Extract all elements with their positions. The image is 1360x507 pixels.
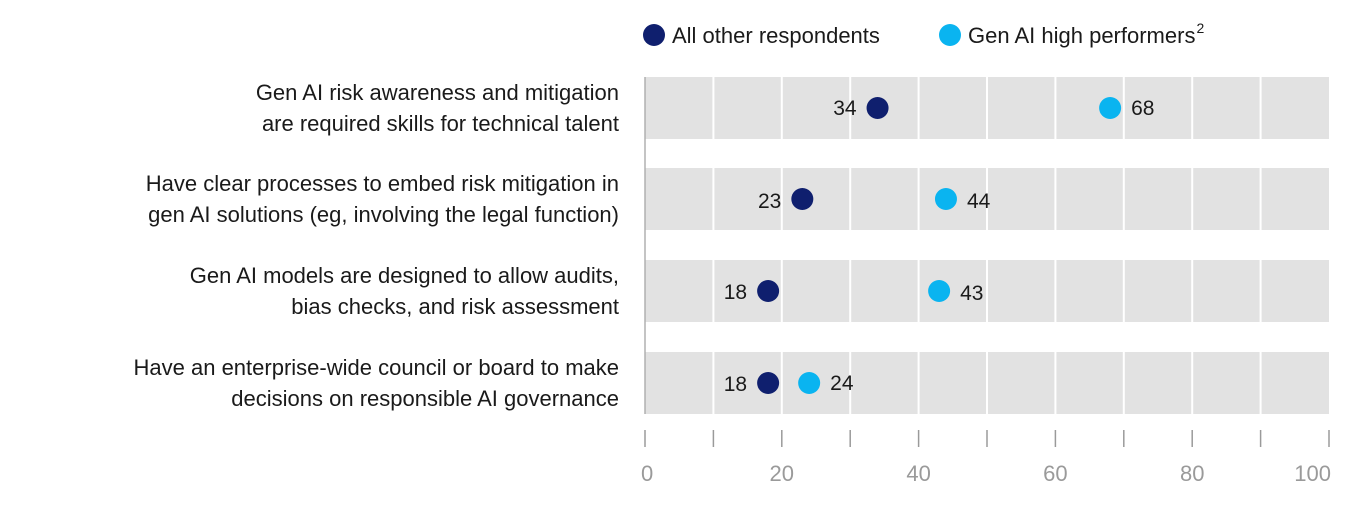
legend-marker-all-other [643,24,665,46]
value-label-high-performers: 44 [967,190,991,213]
value-label-high-performers: 68 [1131,97,1154,120]
value-label-high-performers: 43 [960,282,983,305]
value-label-all-other: 18 [724,281,747,304]
x-tick-label: 40 [906,461,930,486]
point-all-other [866,97,889,119]
legend: All other respondents Gen AI high perform… [643,20,1204,48]
point-all-other [757,280,780,302]
category-label: Have clear processes to embed risk mitig… [146,171,619,227]
legend-footnote-marker: 2 [1196,20,1204,36]
value-label-high-performers: 24 [830,372,854,395]
value-label-all-other: 34 [833,97,857,120]
x-tick-label: 0 [641,461,653,486]
plot-rows [644,77,1329,414]
point-high-performers [798,372,821,394]
value-label-all-other: 23 [758,190,781,213]
legend-label-high-performers: Gen AI high performers2 [968,20,1204,48]
category-label: Gen AI risk awareness and mitigation are … [256,80,619,136]
point-high-performers [934,188,957,210]
category-labels: Gen AI risk awareness and mitigation are … [134,80,619,411]
x-tick-label: 100 [1294,461,1331,486]
x-axis: 0 20 40 60 80 100 [641,430,1331,486]
legend-marker-high-performers [939,24,961,46]
legend-label-all-other: All other respondents [672,23,880,48]
point-all-other [791,188,814,210]
x-tick-label: 80 [1180,461,1204,486]
category-label: Gen AI models are designed to allow audi… [190,263,619,319]
category-label: Have an enterprise-wide council or board… [134,355,619,411]
value-label-all-other: 18 [724,373,747,396]
x-tick-label: 60 [1043,461,1067,486]
x-tick-label: 20 [770,461,794,486]
point-high-performers [1099,97,1122,119]
point-all-other [757,372,780,394]
data-points: 34 23 18 18 68 44 43 24 [724,97,1154,396]
point-high-performers [928,280,951,302]
